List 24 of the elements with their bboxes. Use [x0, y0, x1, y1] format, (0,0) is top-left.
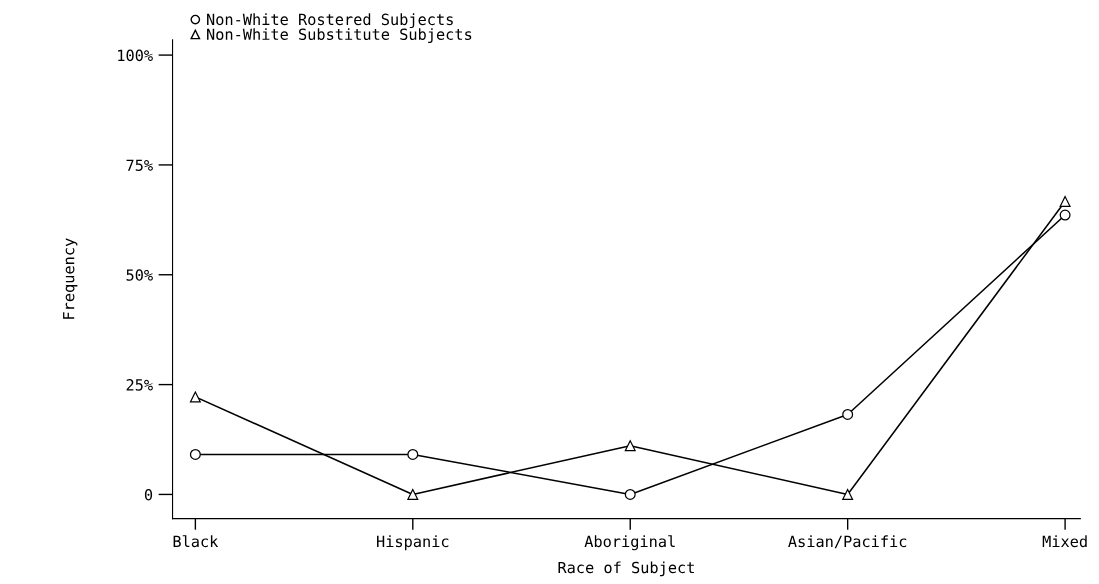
- point: [189, 448, 201, 460]
- y-tick-label: 75%: [126, 159, 153, 171]
- point: [189, 391, 201, 403]
- x-tick-label: Asian/Pacific: [788, 535, 907, 549]
- point: [407, 488, 419, 500]
- x-tick-label: Black: [173, 535, 219, 548]
- x-tick-label: Aboriginal: [584, 535, 675, 551]
- x-tick-label: Mixed: [1042, 535, 1087, 548]
- point: [1059, 195, 1071, 207]
- point: [624, 440, 636, 452]
- y-axis-title: Frequency: [63, 238, 78, 319]
- x-tick-label: Hispanic: [377, 535, 449, 551]
- point: [624, 488, 636, 500]
- point: [407, 448, 419, 460]
- legend-label: Non-White Substitute Subjects: [207, 28, 472, 43]
- y-tick-label: 25%: [126, 379, 153, 391]
- y-tick-label: 100%: [118, 49, 153, 62]
- legend-label: Non-White Rostered Subjects: [207, 13, 453, 29]
- y-tick-label: 50%: [126, 269, 153, 281]
- y-tick-label: 0: [144, 488, 153, 501]
- point: [842, 408, 854, 420]
- point: [1059, 209, 1071, 221]
- point: [842, 488, 854, 500]
- x-axis-title: Race of Subject: [558, 561, 694, 577]
